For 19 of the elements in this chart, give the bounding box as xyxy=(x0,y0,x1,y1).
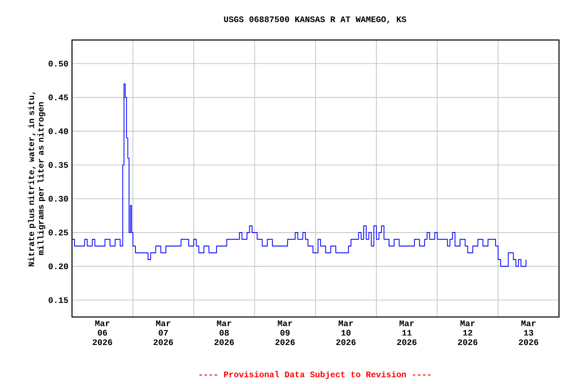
y-axis-title: Nitrate plus nitrite, water, in situ, milligrams per liter as nitrogen xyxy=(28,92,46,266)
y-tick-label: 0.20 xyxy=(48,263,68,270)
x-tick-label: Mar 13 2026 xyxy=(518,320,538,346)
text: ---- Provisional Data Subject to Revision ---- xyxy=(199,371,430,379)
y-tick-label: 0.30 xyxy=(48,196,68,202)
y-tick-label: 0.50 xyxy=(48,60,68,67)
y-tick-label: 0.25 xyxy=(48,230,68,236)
x-tick-label: Mar 08 2026 xyxy=(214,320,234,346)
y-tick-label: 0.15 xyxy=(48,297,68,303)
x-tick-label: Mar 10 2026 xyxy=(336,320,356,346)
x-tick-label: Mar 11 2026 xyxy=(397,320,416,346)
y-tick-label: 0.45 xyxy=(48,94,68,100)
y-tick-label: 0.35 xyxy=(48,162,68,168)
x-tick-label: Mar 09 2026 xyxy=(275,320,295,346)
x-tick-label: Mar 06 2026 xyxy=(92,320,112,346)
chart-title: USGS 06887500 KANSAS R AT WAMEGO, KS xyxy=(224,16,406,24)
x-tick-label: Mar 12 2026 xyxy=(458,320,478,346)
x-tick-label: Mar 07 2026 xyxy=(154,320,173,346)
y-tick-label: 0.40 xyxy=(48,128,68,134)
